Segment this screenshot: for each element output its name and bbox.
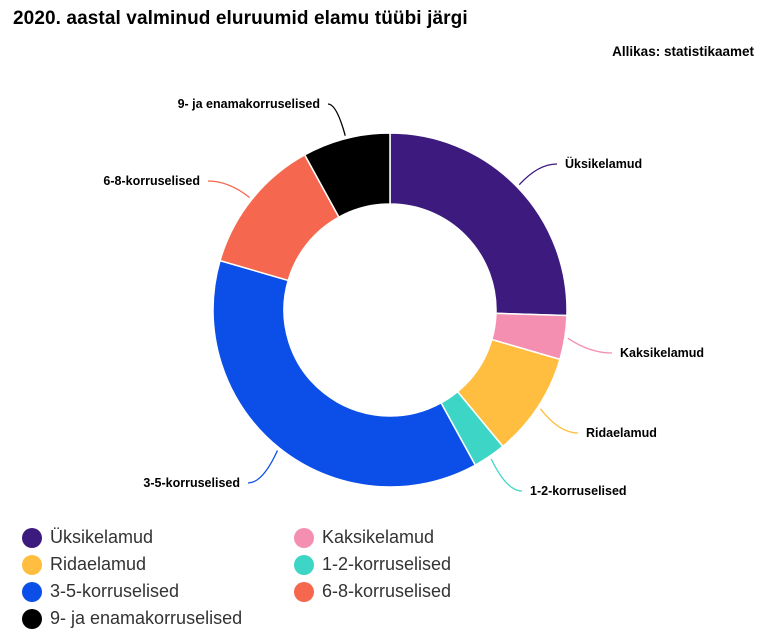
legend-label: 1-2-korruselised [322, 554, 452, 574]
donut-chart: Üksikelamud Kaksikelamud Ridaelamud 1-2-kor… [103, 97, 704, 498]
callout-line-6-8-korruselised [207, 180, 250, 198]
legend-item-1-2-korruselised[interactable]: 1-2-korruselised [294, 553, 566, 576]
legend-swatch-icon [294, 581, 314, 602]
legend-label: 9- ja enamakorruselised [50, 608, 243, 628]
legend-swatch-icon [294, 554, 314, 575]
legend-item-ridaelamud[interactable]: Ridaelamud [22, 553, 294, 576]
chart-title: 2020. aastal valminud eluruumid elamu tü… [13, 8, 468, 29]
slice-üksikelamud[interactable] [389, 132, 568, 317]
legend-swatch-icon [22, 527, 42, 548]
callout-label-1-2-korruselised: 1-2-korruselised [530, 484, 627, 498]
callout-line-ridaelamud [539, 408, 579, 434]
slice-9-ja-enamakorruselised[interactable] [303, 132, 391, 219]
legend-item-kaksikelamud[interactable]: Kaksikelamud [294, 526, 566, 549]
source-note: Allikas: statistikaamet [612, 44, 754, 59]
legend-swatch-icon [294, 527, 314, 548]
legend-label: 3-5-korruselised [50, 581, 180, 601]
legend-swatch-icon [22, 581, 42, 602]
legend-label: Ridaelamud [50, 554, 147, 574]
legend-item-üksikelamud[interactable]: Üksikelamud [22, 526, 294, 549]
legend-label: Üksikelamud [50, 527, 154, 547]
legend-swatch-icon [22, 608, 42, 629]
callout-label-ridaelamud: Ridaelamud [586, 426, 657, 440]
legend-item-6-8-korruselised[interactable]: 6-8-korruselised [294, 580, 566, 603]
callout-label-3-5-korruselised: 3-5-korruselised [143, 476, 240, 490]
callout-line-3-5-korruselised [247, 450, 279, 484]
callout-label-9-ja-enamakorruselised: 9- ja enamakorruselised [178, 97, 320, 111]
legend-swatch-icon [22, 554, 42, 575]
slice-3-5-korruselised[interactable] [212, 259, 477, 488]
callout-label-6-8-korruselised: 6-8-korruselised [103, 174, 200, 188]
legend-item-9-ja-enamakorruselised[interactable]: 9- ja enamakorruselised [22, 607, 294, 630]
callout-line-1-2-korruselised [490, 458, 523, 492]
callout-line-9-ja-enamakorruselised [327, 103, 346, 136]
callout-label-üksikelamud: Üksikelamud [565, 156, 642, 171]
callout-line-üksikelamud [518, 163, 558, 186]
legend-item-3-5-korruselised[interactable]: 3-5-korruselised [22, 580, 294, 603]
chart-legend: Üksikelamud Kaksikelamud Ridaelamud 1-2-kor… [22, 526, 582, 630]
legend-label: 6-8-korruselised [322, 581, 452, 601]
legend-label: Kaksikelamud [322, 527, 435, 547]
callout-label-kaksikelamud: Kaksikelamud [620, 346, 704, 360]
callout-line-kaksikelamud [567, 337, 613, 354]
